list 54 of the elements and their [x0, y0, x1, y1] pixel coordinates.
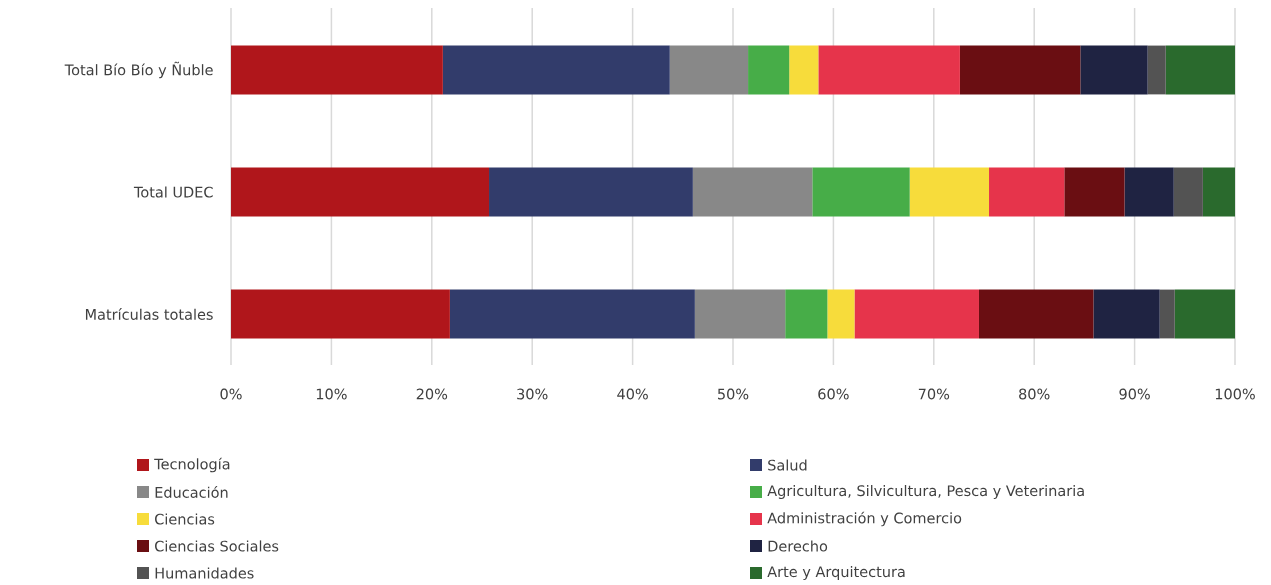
x-tick-label: 100% — [1215, 388, 1255, 400]
x-tick-label: 90% — [1119, 388, 1150, 400]
bar — [449, 289, 695, 339]
x-tick-label: 0% — [220, 388, 242, 400]
y-tick-label: Total UDEC — [133, 186, 213, 198]
legend-label: Ciencias Sociales — [155, 540, 279, 552]
x-tick-label: 40% — [617, 388, 648, 400]
bar — [812, 167, 910, 217]
bar — [959, 45, 1081, 95]
legend-label: Educación — [155, 486, 228, 498]
bar — [231, 45, 443, 95]
bar — [854, 289, 979, 339]
bar — [692, 167, 813, 217]
bar — [442, 45, 670, 95]
legend-label: Derecho — [768, 540, 828, 552]
bar — [748, 45, 790, 95]
bar — [1064, 167, 1125, 217]
bar — [231, 167, 490, 217]
bar — [818, 45, 960, 95]
bar — [1080, 45, 1148, 95]
bar — [1093, 289, 1160, 339]
bar — [231, 289, 450, 339]
legend-label: Ciencias — [155, 513, 215, 525]
x-tick-label: 80% — [1019, 388, 1050, 400]
x-tick-label: 50% — [718, 388, 749, 400]
bar — [827, 289, 855, 339]
bar — [1165, 45, 1235, 95]
bar — [789, 45, 819, 95]
bar — [1147, 45, 1166, 95]
bar — [1159, 289, 1175, 339]
y-tick-label: Matrículas totales — [85, 308, 213, 320]
x-tick-label: 60% — [818, 388, 849, 400]
bar — [694, 289, 786, 339]
x-tick-label: 70% — [918, 388, 950, 400]
bar — [1124, 167, 1174, 217]
bar — [785, 289, 828, 339]
legend-label: Agricultura, Silvicultura, Pesca y Veterinaria — [767, 484, 1084, 500]
legend-label: Tecnología — [154, 457, 230, 473]
x-tick-label: 30% — [517, 388, 548, 400]
legend-label: Administración y Comercio — [767, 511, 962, 527]
bar — [489, 167, 693, 217]
bar — [1173, 167, 1203, 217]
bar — [1174, 289, 1235, 339]
legend-label: Salud — [768, 459, 807, 471]
bar — [1202, 167, 1235, 217]
legend-label: Arte y Arquitectura — [767, 565, 905, 581]
bar — [978, 289, 1094, 339]
x-tick-label: 10% — [316, 388, 347, 400]
bar — [989, 167, 1065, 217]
x-tick-label: 20% — [416, 388, 448, 400]
bar — [909, 167, 990, 217]
y-tick-label: Total Bío Bío y Ñuble — [64, 61, 213, 79]
bar — [669, 45, 749, 95]
legend-label: Humanidades — [155, 567, 254, 579]
